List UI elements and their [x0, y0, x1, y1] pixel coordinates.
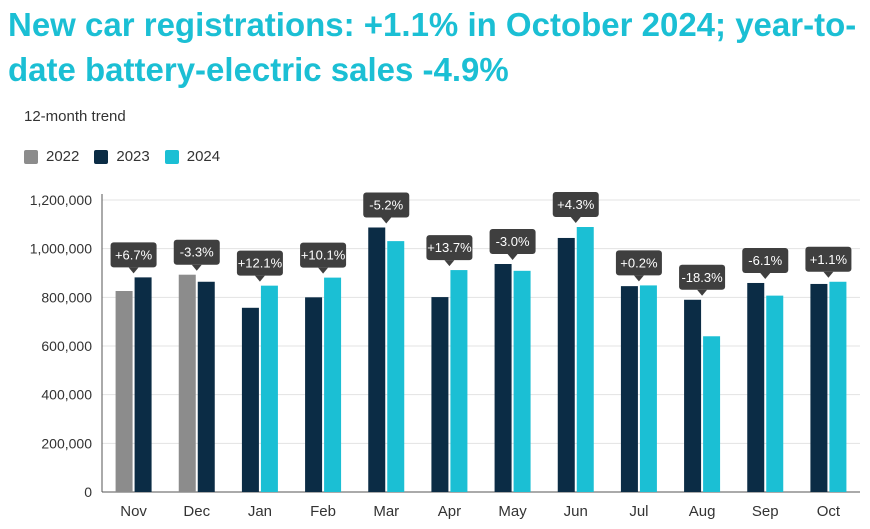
annotation-pointer — [444, 260, 455, 267]
x-tick-label: May — [498, 503, 527, 520]
annotation-box — [805, 246, 852, 272]
legend-item-2023: 2023 — [94, 148, 150, 165]
x-tick-label: Feb — [310, 503, 336, 520]
annotation-pointer — [318, 267, 329, 274]
legend-label-2022: 2022 — [46, 148, 80, 165]
x-tick-label: Dec — [183, 503, 210, 520]
legend-item-2022: 2022 — [24, 148, 79, 165]
annotation-box — [173, 239, 220, 265]
bar-2023-aug — [684, 299, 702, 492]
annotation-box — [363, 192, 410, 218]
x-tick-label: Apr — [438, 503, 461, 520]
annotation-box — [489, 228, 536, 254]
annotation-pointer — [191, 264, 202, 271]
annotation-pointer — [507, 253, 518, 260]
x-tick-label: Jul — [629, 503, 648, 520]
bar-2023-mar — [368, 227, 386, 492]
bar-2024-mar — [387, 241, 405, 492]
bar-2023-apr — [431, 297, 449, 492]
legend-label-2023: 2023 — [116, 148, 150, 165]
chart-subtitle: 12-month trend — [24, 108, 126, 125]
annotation-box — [426, 235, 473, 261]
annotation-box — [615, 250, 662, 276]
annotation-box — [110, 242, 157, 268]
y-tick-label: 800,000 — [41, 289, 92, 305]
x-tick-label: Jan — [248, 503, 272, 520]
annotation-label: -5.2% — [369, 197, 403, 212]
bar-2022-nov — [115, 291, 133, 492]
bar-2023-jul — [620, 286, 638, 492]
chart-title: New car registrations: +1.1% in October … — [8, 6, 857, 88]
annotation-label: +10.1% — [301, 248, 346, 263]
annotation-pointer — [381, 217, 392, 224]
x-tick-label: Nov — [120, 503, 147, 520]
annotation-pointer — [570, 217, 581, 224]
legend-label-2024: 2024 — [186, 148, 221, 165]
legend-swatch-2023 — [94, 149, 109, 164]
annotation-box — [552, 192, 599, 218]
bar-2023-oct — [810, 283, 828, 492]
annotation-label: +12.1% — [238, 256, 283, 271]
bar-2023-jan — [241, 307, 259, 492]
annotation-label: +4.3% — [557, 197, 595, 212]
bar-2024-apr — [450, 270, 468, 492]
annotation-label: +1.1% — [810, 252, 848, 267]
bar-2024-jul — [639, 285, 657, 492]
annotation-pointer — [760, 272, 771, 279]
x-tick-label: Aug — [689, 503, 716, 520]
annotation-label: -3.3% — [180, 245, 214, 260]
bar-2024-feb — [324, 277, 342, 492]
bar-2024-jun — [576, 227, 594, 492]
x-tick-label: Oct — [817, 503, 841, 520]
bar-2024-may — [513, 270, 531, 492]
bar-2023-jun — [557, 237, 575, 492]
legend-item-2024: 2024 — [164, 148, 221, 165]
annotation-box — [300, 242, 347, 268]
x-tick-label: Jun — [564, 503, 588, 520]
y-tick-label: 1,200,000 — [30, 192, 92, 208]
annotation-label: -6.1% — [748, 253, 782, 268]
y-tick-label: 1,000,000 — [30, 241, 92, 257]
bar-2023-feb — [305, 297, 323, 492]
bar-2023-may — [494, 263, 512, 492]
annotation-pointer — [823, 271, 834, 278]
legend-swatch-2024 — [164, 149, 179, 164]
annotation-label: -3.0% — [496, 234, 530, 249]
bar-2023-dec — [197, 281, 215, 492]
x-tick-label: Sep — [752, 503, 779, 520]
annotation-pointer — [128, 267, 139, 274]
y-tick-label: 0 — [84, 484, 92, 500]
annotation-label: +13.7% — [427, 240, 472, 255]
annotation-box — [236, 250, 283, 276]
bar-2024-oct — [829, 281, 847, 492]
annotation-pointer — [254, 275, 265, 282]
legend: 2022 2023 2024 — [24, 148, 235, 165]
bar-2023-sep — [747, 282, 765, 492]
annotation-box — [742, 247, 789, 273]
legend-swatch-2022 — [24, 149, 38, 164]
y-tick-label: 200,000 — [41, 435, 92, 451]
x-tick-label: Mar — [373, 503, 399, 520]
bar-2024-sep — [766, 295, 784, 492]
annotation-label: +0.2% — [620, 255, 658, 270]
bar-2022-dec — [178, 274, 196, 492]
annotation-label: +6.7% — [115, 247, 153, 262]
annotation-pointer — [697, 289, 708, 296]
annotation-label: -18.3% — [681, 270, 723, 285]
bar-2024-aug — [703, 336, 721, 492]
annotation-box — [679, 264, 726, 290]
y-tick-label: 600,000 — [41, 338, 92, 354]
bar-2024-jan — [260, 285, 278, 492]
y-tick-label: 400,000 — [41, 387, 92, 403]
annotation-pointer — [633, 275, 644, 282]
bar-2023-nov — [134, 277, 152, 492]
